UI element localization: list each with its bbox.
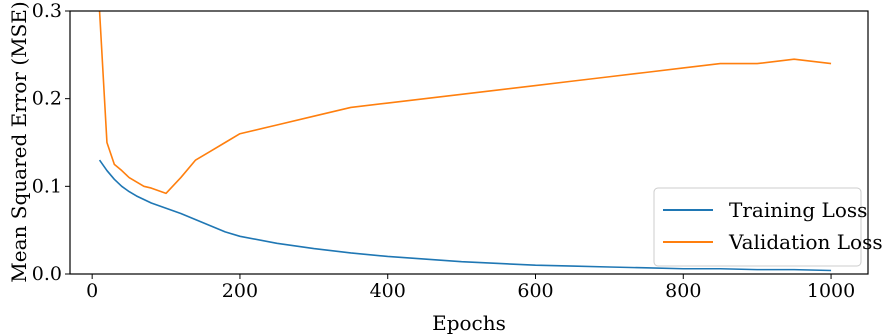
x-tick-label: 800 [665,280,701,302]
y-tick-label: 0.1 [32,175,62,197]
legend-box [653,187,862,267]
x-axis-label: Epochs [432,311,506,335]
x-tick-label: 600 [517,280,553,302]
y-axis-label: Mean Squared Error (MSE) [7,1,31,282]
y-tick-label: 0.3 [32,0,62,22]
legend: Training Loss Validation Loss [653,187,883,267]
y-axis: 0.0 0.1 0.2 0.3 [32,0,70,285]
legend-label-training-loss: Training Loss [729,198,867,222]
legend-label-validation-loss: Validation Loss [728,230,883,254]
series-line-training-loss [98,159,832,272]
x-tick-label: 0 [86,280,98,302]
x-tick-label: 400 [370,280,406,302]
x-axis: 0 200 400 600 800 1000 [86,274,855,302]
y-tick-label: 0.2 [32,88,62,110]
x-tick-label: 200 [222,280,258,302]
axes-frame [69,10,869,275]
series-line-validation-loss [98,11,832,195]
y-tick-label: 0.0 [32,263,62,285]
plot-area [98,11,832,272]
x-tick-label: 1000 [807,280,855,302]
